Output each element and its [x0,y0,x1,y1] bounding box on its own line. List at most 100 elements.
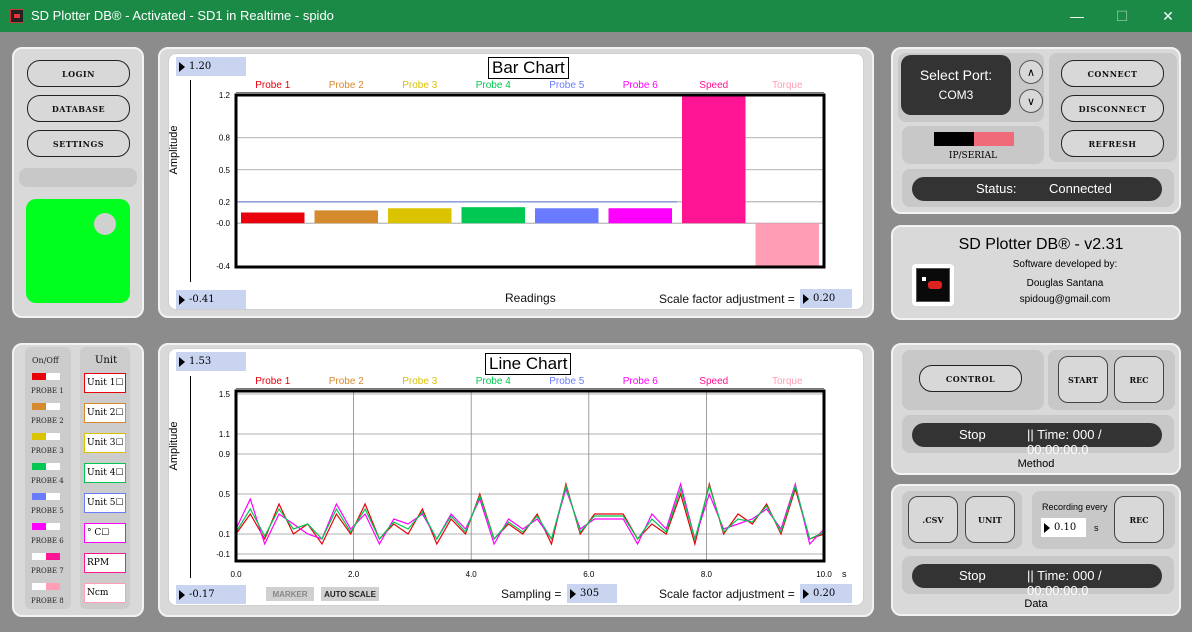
probe-unit-field[interactable]: Unit 5☐ [84,493,126,513]
bar-plot-frame [234,93,826,269]
legend-entry: Speed [699,80,729,91]
bar-bottom-value[interactable]: -0.41 [176,290,246,309]
method-rec-button[interactable]: REC [1114,356,1164,403]
unit-button[interactable]: UNIT [965,496,1015,543]
sampling-label: Sampling = [501,587,562,601]
csv-button[interactable]: .CSV [908,496,958,543]
legend-entry: Torque [771,376,803,387]
bar-probe-4 [461,207,525,224]
onoff-header: On/Off [32,356,59,365]
sampling-value[interactable]: 305 [567,584,617,603]
probe-toggle[interactable] [32,463,60,470]
line-bottom-value[interactable]: -0.17 [176,585,246,604]
disconnect-button[interactable]: DISCONNECT [1061,95,1164,122]
bar-ytick-label: 0.8 [219,134,231,143]
bar-chart-svg: 1.2 0.8 0.5 0.2 -0.0 -0.4 [216,91,826,271]
bar-probe-2 [314,210,378,224]
connect-button[interactable]: CONNECT [1061,60,1164,87]
probe-toggle[interactable] [32,373,60,380]
line-scale-value[interactable]: 0.20 [800,584,852,603]
line-chart-title: Line Chart [485,353,572,375]
recording-every-label: Recording every [1042,502,1108,512]
bar-ytick-label: -0.0 [216,219,230,228]
probe-unit-field[interactable]: Unit 3☐ [84,433,126,453]
probe-toggle[interactable] [32,553,60,560]
login-button[interactable]: LOGIN [27,60,130,87]
probe-toggle[interactable] [32,493,60,500]
probe-unit-field[interactable]: Unit 4☐ [84,463,126,483]
bar-chart-title: Bar Chart [488,57,569,79]
probe-label: PROBE 2 [31,417,64,425]
legend-entry: Probe 1 [255,376,291,387]
line-xtick-label: 2.0 [348,570,360,579]
legend-entry: Probe 4 [475,80,511,91]
line-ylabel: Amplitude [168,421,180,471]
data-panel: .CSV UNIT Recording every 0.10 s REC Sto… [891,484,1181,616]
close-button[interactable]: ✕ [1162,7,1174,24]
legend-entry: Speed [699,376,729,387]
probe-unit-field[interactable]: RPM [84,553,126,573]
bar-top-value[interactable]: 1.20 [176,57,246,76]
dev-email: spidoug@gmail.com [1019,294,1111,305]
ip-toggle-on[interactable] [974,132,1014,146]
maximize-button[interactable]: ☐ [1115,7,1129,24]
line-xtick-label: 4.0 [466,570,478,579]
bar-ytick-label: -0.4 [216,262,230,271]
settings-button[interactable]: SETTINGS [27,130,130,157]
legend-entry: Probe 1 [255,80,291,91]
line-chart-svg: 1.5 1.1 0.9 0.5 0.1 -0.1 0.0 2.0 4.0 6.0 8.0 10.0 s [216,389,847,579]
line-ytick-label: 0.9 [219,450,231,459]
refresh-button[interactable]: REFRESH [1061,130,1164,157]
bar-xlabel: Readings [505,291,556,305]
ip-toggle-off[interactable] [934,132,974,146]
ip-serial-label: IP/SERIAL [948,151,998,161]
line-plot-frame [234,389,826,563]
control-button[interactable]: CONTROL [919,365,1022,392]
method-panel: CONTROL START REC Stop || Time: 000 / 00… [891,343,1181,475]
probe-label: PROBE 4 [31,477,64,485]
port-down-button[interactable]: ∨ [1019,89,1043,113]
minimize-button[interactable]: — [1070,8,1084,24]
probe-unit-field[interactable]: Ncm [84,583,126,603]
probe-unit-field[interactable]: Unit 1☐ [84,373,126,393]
data-status-bar: Stop || Time: 000 / 00:00:00.0 [912,564,1162,598]
legend-entry: Probe 2 [328,80,364,91]
probe-label: PROBE 1 [31,387,64,395]
legend-entry: Probe 3 [402,80,438,91]
probe-unit-field[interactable]: ° C☐ [84,523,126,543]
app-icon [10,9,24,23]
about-title: SD Plotter DB® - v2.31 [958,236,1124,253]
port-label: Select Port: [919,67,993,83]
probe-toggle[interactable] [32,523,60,530]
probe-toggle[interactable] [32,583,60,590]
probe-toggle[interactable] [32,433,60,440]
status-label: Status: [976,181,1017,196]
legend-entry: Probe 6 [622,80,658,91]
port-selector[interactable]: Select Port: COM3 [901,55,1011,115]
bar-legend: Probe 1 Probe 2 Probe 3 Probe 4 Probe 5 Probe… [236,81,824,93]
auto-scale-button[interactable]: AUTO SCALE [321,587,379,601]
data-state: Stop [959,568,986,583]
port-up-button[interactable]: ∧ [1019,60,1043,84]
line-x-unit: s [842,569,847,579]
bar-scale-label: Scale factor adjustment = [659,292,795,306]
database-button[interactable]: DATABASE [27,95,130,122]
data-rec-button[interactable]: REC [1114,496,1164,543]
recording-every-input[interactable]: 0.10 [1041,518,1086,537]
port-value: COM3 [938,88,974,102]
probe-unit-field[interactable]: Unit 2☐ [84,403,126,423]
probe-label: PROBE 7 [31,567,64,575]
bar-scale-value[interactable]: 0.20 [800,289,852,308]
status-indicator [26,199,130,303]
legend-entry: Probe 3 [402,376,438,387]
legend-entry: Probe 6 [622,376,658,387]
data-time: || Time: 000 / 00:00:00.0 [1027,568,1102,598]
dev-label: Software developed by: [1012,259,1118,270]
line-xtick-label: 6.0 [583,570,595,579]
start-button[interactable]: START [1058,356,1108,403]
line-xtick-label: 0.0 [230,570,242,579]
probe-toggle[interactable] [32,403,60,410]
bar-ylabel: Amplitude [168,125,180,175]
marker-button[interactable]: MARKER [266,587,314,601]
line-top-value[interactable]: 1.53 [176,352,246,371]
